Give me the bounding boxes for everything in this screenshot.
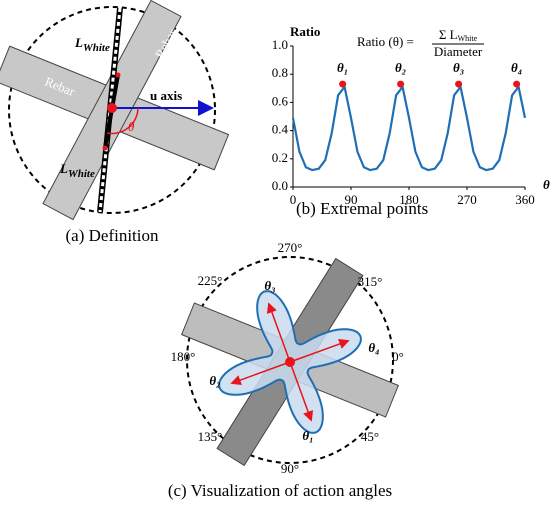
petal-label: θ₂ [209, 373, 220, 388]
caption: (c) Visualization of action angles [168, 481, 392, 500]
angle-label: 45° [361, 429, 379, 444]
peak-label: θ₁ [337, 60, 348, 75]
panel-c: (c) Visualization of action angles 270° 3… [168, 240, 404, 500]
y-axis-label: Ratio [290, 24, 320, 39]
point [116, 73, 121, 78]
peak-label: θ₂ [395, 60, 406, 75]
peak-label: θ₃ [453, 60, 464, 75]
y-tick-label: 0.6 [272, 93, 289, 108]
l-white-label: LWhite [74, 35, 110, 54]
x-tick-label: 0 [290, 192, 297, 207]
formula: Ratio (θ) = [357, 34, 414, 49]
x-tick-label: 90 [345, 192, 358, 207]
x-tick-label: 360 [515, 192, 535, 207]
panel-b: Ratio θ Ratio (θ) = Σ LWhite Diameter (b… [272, 24, 550, 218]
y-tick-label: 1.0 [272, 37, 288, 52]
u-axis-label: u axis [150, 88, 182, 103]
y-tick-label: 0.8 [272, 65, 288, 80]
panel-a: Rebar Rebar θ u axis LWhite LWhite (a) D… [0, 0, 229, 244]
x-tick-label: 180 [399, 192, 419, 207]
angle-label: 180° [171, 349, 196, 364]
angle-label: 0° [392, 349, 404, 364]
figure: Rebar Rebar θ u axis LWhite LWhite (a) D… [0, 0, 555, 505]
peak-label: θ₄ [511, 60, 522, 75]
data-line [293, 87, 525, 170]
x-tick-label: 270 [457, 192, 477, 207]
peak-marker [455, 81, 462, 88]
peak-marker [513, 81, 520, 88]
angle-label: 225° [198, 273, 223, 288]
center-point [285, 357, 295, 367]
formula-numerator: Σ LWhite [439, 27, 478, 43]
theta-label: θ [128, 119, 135, 134]
y-tick-label: 0.4 [272, 122, 289, 137]
petal-label: θ₄ [368, 340, 379, 355]
point [103, 146, 108, 151]
angle-label: 90° [281, 461, 299, 476]
y-tick-label: 0.2 [272, 150, 288, 165]
formula-denominator: Diameter [434, 44, 483, 59]
petal-label: θ₁ [302, 428, 313, 443]
y-tick-label: 0.0 [272, 178, 288, 193]
angle-label: 135° [198, 429, 223, 444]
peak-marker [397, 81, 404, 88]
x-axis-label: θ [543, 177, 550, 192]
caption: (a) Definition [66, 226, 159, 245]
peak-marker [339, 81, 346, 88]
petal-label: θ₃ [264, 278, 275, 293]
angle-label: 315° [358, 274, 383, 289]
center-point [107, 103, 117, 113]
angle-label: 270° [278, 240, 303, 255]
